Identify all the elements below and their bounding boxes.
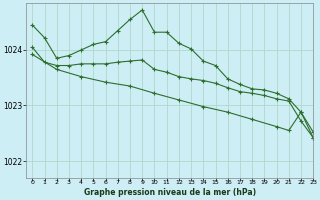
- X-axis label: Graphe pression niveau de la mer (hPa): Graphe pression niveau de la mer (hPa): [84, 188, 256, 197]
